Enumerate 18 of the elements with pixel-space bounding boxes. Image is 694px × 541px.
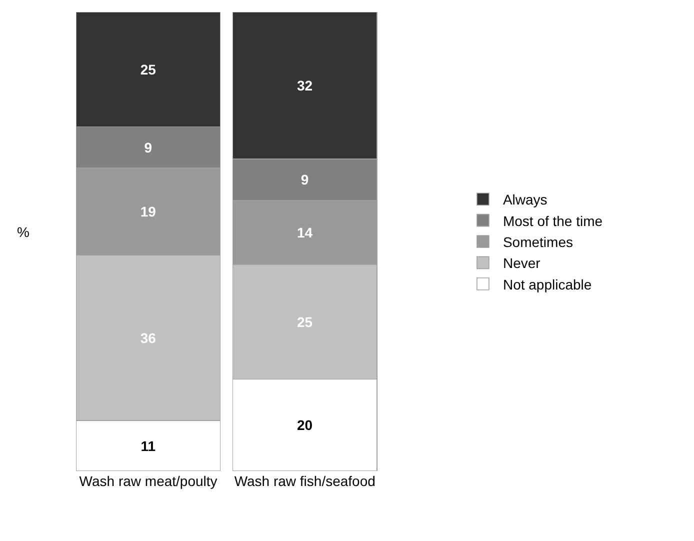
- data-label: 9: [300, 172, 309, 188]
- legend-label: Never: [502, 255, 541, 272]
- legend-label: Most of the time: [502, 212, 603, 229]
- legend-label: Always: [502, 192, 548, 208]
- x-tick-label: Wash raw fish/seafood: [234, 473, 376, 489]
- legend-label: Sometimes: [502, 234, 573, 250]
- data-label: 14: [296, 224, 313, 240]
- data-label: 20: [296, 417, 313, 434]
- legend-label: Not applicable: [502, 276, 592, 292]
- data-label: 9: [144, 139, 152, 156]
- data-label: 25: [140, 61, 156, 78]
- data-label: 19: [140, 204, 156, 220]
- x-tick-label: Wash raw meat/poulty: [79, 473, 218, 489]
- data-label: 36: [140, 330, 156, 346]
- data-label: 25: [296, 314, 313, 330]
- data-label: 32: [296, 77, 313, 94]
- y-axis-title: %: [17, 224, 30, 240]
- data-label: 11: [140, 438, 156, 454]
